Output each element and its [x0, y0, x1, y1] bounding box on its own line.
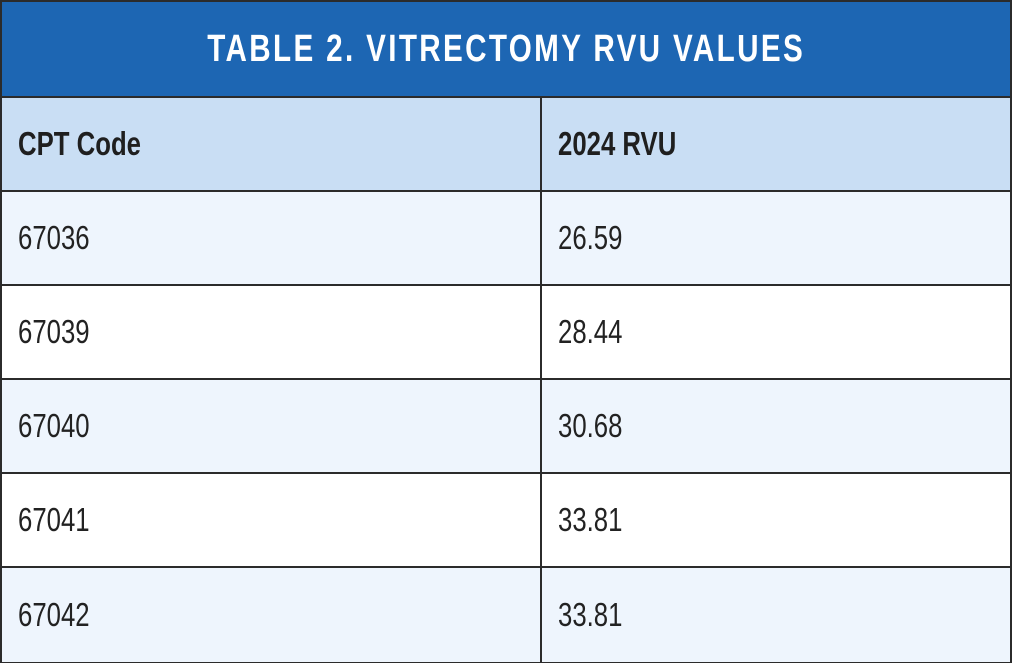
column-header-2024-rvu: 2024 RVU [542, 98, 1010, 192]
table-title-bar: TABLE 2. VITRECTOMY RVU VALUES [2, 2, 1010, 98]
table-title: TABLE 2. VITRECTOMY RVU VALUES [207, 27, 805, 70]
cpt-code-cell: 67041 [2, 474, 542, 568]
cpt-code-cell: 67040 [2, 380, 542, 474]
cpt-code-cell: 67039 [2, 286, 542, 380]
column-header-cpt-code: CPT Code [2, 98, 542, 192]
cpt-code-cell: 67036 [2, 192, 542, 286]
cpt-code-cell: 67042 [2, 568, 542, 662]
rvu-value-cell: 26.59 [542, 192, 1010, 286]
rvu-value-cell: 30.68 [542, 380, 1010, 474]
rvu-value-cell: 28.44 [542, 286, 1010, 380]
rvu-value-cell: 33.81 [542, 474, 1010, 568]
rvu-value-cell: 33.81 [542, 568, 1010, 662]
table-grid: CPT Code 2024 RVU 67036 26.59 67039 28.4… [2, 98, 1010, 662]
